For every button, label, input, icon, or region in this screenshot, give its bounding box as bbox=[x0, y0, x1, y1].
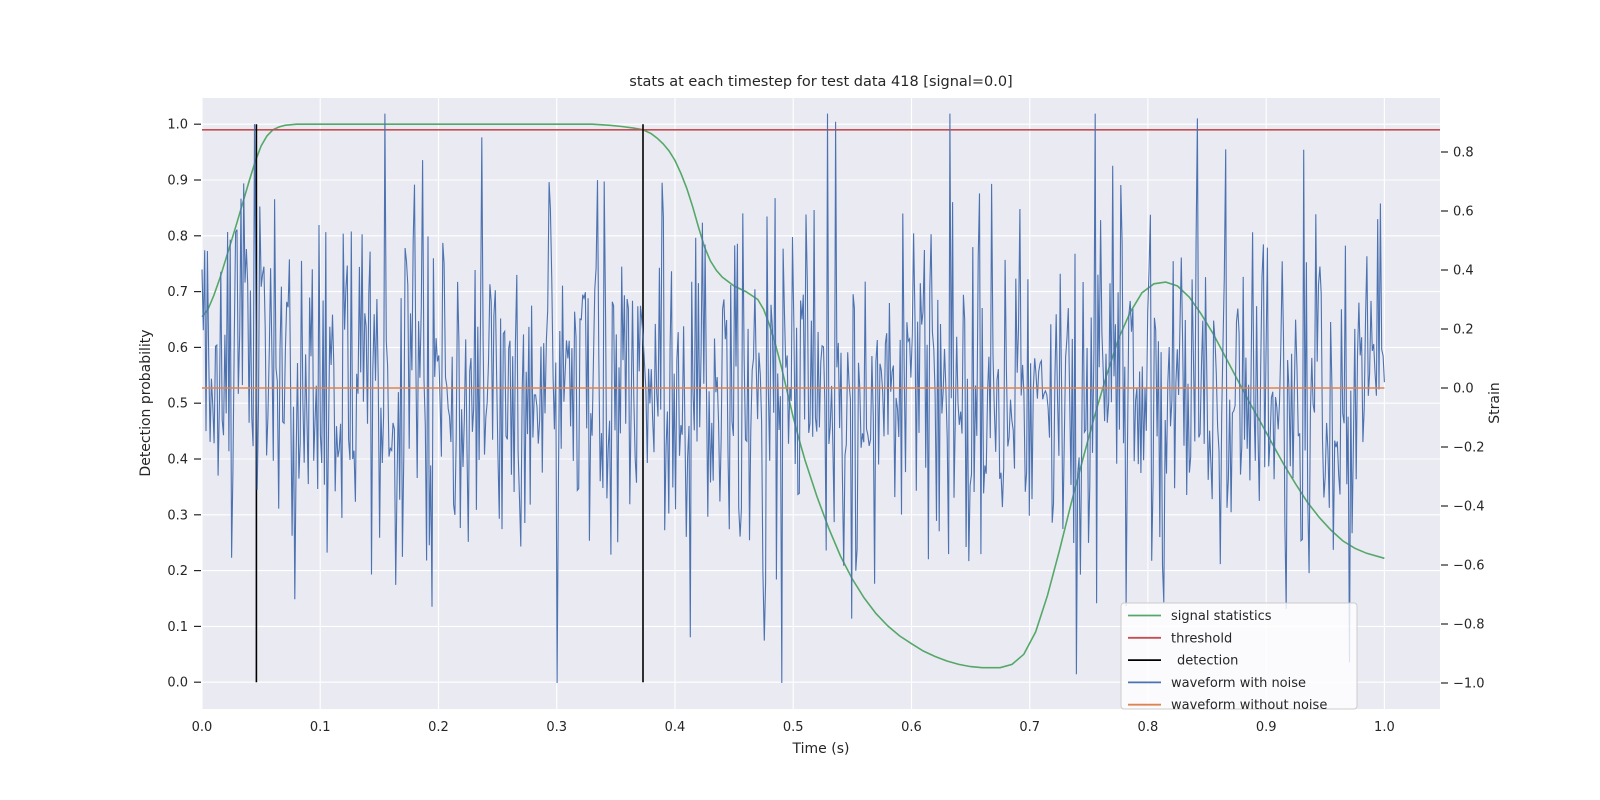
x-tick-label: 0.8 bbox=[1138, 720, 1159, 735]
y-left-tick-label: 0.1 bbox=[167, 620, 188, 635]
y-axis-label-left: Detection probability bbox=[138, 329, 154, 476]
waveform-with-noise-line bbox=[201, 113, 1385, 684]
y-right-tick-label: −0.2 bbox=[1453, 441, 1485, 456]
legend-item-label: threshold bbox=[1171, 631, 1232, 646]
y-left-tick-label: 0.8 bbox=[167, 229, 188, 244]
legend-item-threshold: threshold bbox=[1128, 631, 1232, 646]
legend: signal statistics threshold detection wavef… bbox=[1120, 602, 1358, 713]
legend-item-label: signal statistics bbox=[1171, 609, 1272, 624]
chart-title: stats at each timestep for test data 418… bbox=[629, 74, 1012, 90]
y-left-tick-label: 0.0 bbox=[167, 676, 188, 691]
x-tick-label: 0.6 bbox=[901, 720, 922, 735]
x-tick-label: 0.1 bbox=[310, 720, 331, 735]
y-axis-label-right: Strain bbox=[1487, 382, 1503, 423]
x-tick-label: 0.0 bbox=[192, 720, 213, 735]
x-tick-label: 0.9 bbox=[1256, 720, 1277, 735]
y-right-tick-label: −0.4 bbox=[1453, 500, 1485, 515]
legend-item-label: detection bbox=[1177, 654, 1238, 669]
legend-box bbox=[1120, 602, 1358, 710]
x-axis-label: Time (s) bbox=[792, 741, 850, 757]
legend-item-detection: detection bbox=[1128, 654, 1238, 669]
y-right-tick-label: −1.0 bbox=[1453, 677, 1485, 692]
x-tick-label: 0.3 bbox=[546, 720, 567, 735]
y-left-tick-label: 0.2 bbox=[167, 564, 188, 579]
y-right-tick-label: 0.8 bbox=[1453, 146, 1474, 161]
y-left-tick-label: 1.0 bbox=[167, 118, 188, 133]
x-tick-label: 0.7 bbox=[1019, 720, 1040, 735]
legend-item-signal-statistics: signal statistics bbox=[1128, 609, 1272, 624]
y-right-tick-label: 0.0 bbox=[1453, 382, 1474, 397]
y-left-tick-label: 0.6 bbox=[167, 341, 188, 356]
signal-statistics-line bbox=[201, 123, 1385, 669]
legend-item-label: waveform with noise bbox=[1171, 676, 1306, 691]
x-tick-label: 0.2 bbox=[428, 720, 449, 735]
y-right-tick-label: 0.4 bbox=[1453, 264, 1474, 279]
x-tick-label: 0.5 bbox=[783, 720, 804, 735]
legend-item-label: waveform without noise bbox=[1171, 698, 1327, 713]
y-right-tick-label: 0.6 bbox=[1453, 205, 1474, 220]
y-left-tick-label: 0.5 bbox=[167, 397, 188, 412]
y-right-tick-label: 0.2 bbox=[1453, 323, 1474, 338]
y-right-tick-label: −0.8 bbox=[1453, 618, 1485, 633]
legend-item-waveform-with-noise: waveform with noise bbox=[1128, 676, 1306, 691]
axis-ticks: 0.0 0.1 0.2 0.3 0.4 0.5 0.6 0.7 0.8 0.9 1.0 0.8 0.6 0… bbox=[167, 118, 1484, 735]
y-left-tick-label: 0.9 bbox=[167, 174, 188, 189]
x-tick-label: 0.4 bbox=[665, 720, 686, 735]
legend-item-waveform-without-noise: waveform without noise bbox=[1128, 698, 1327, 713]
y-left-tick-label: 0.4 bbox=[167, 453, 188, 468]
y-left-tick-label: 0.7 bbox=[167, 285, 188, 300]
x-tick-label: 1.0 bbox=[1374, 720, 1395, 735]
y-left-tick-label: 0.3 bbox=[167, 508, 188, 523]
y-right-tick-label: −0.6 bbox=[1453, 559, 1485, 574]
